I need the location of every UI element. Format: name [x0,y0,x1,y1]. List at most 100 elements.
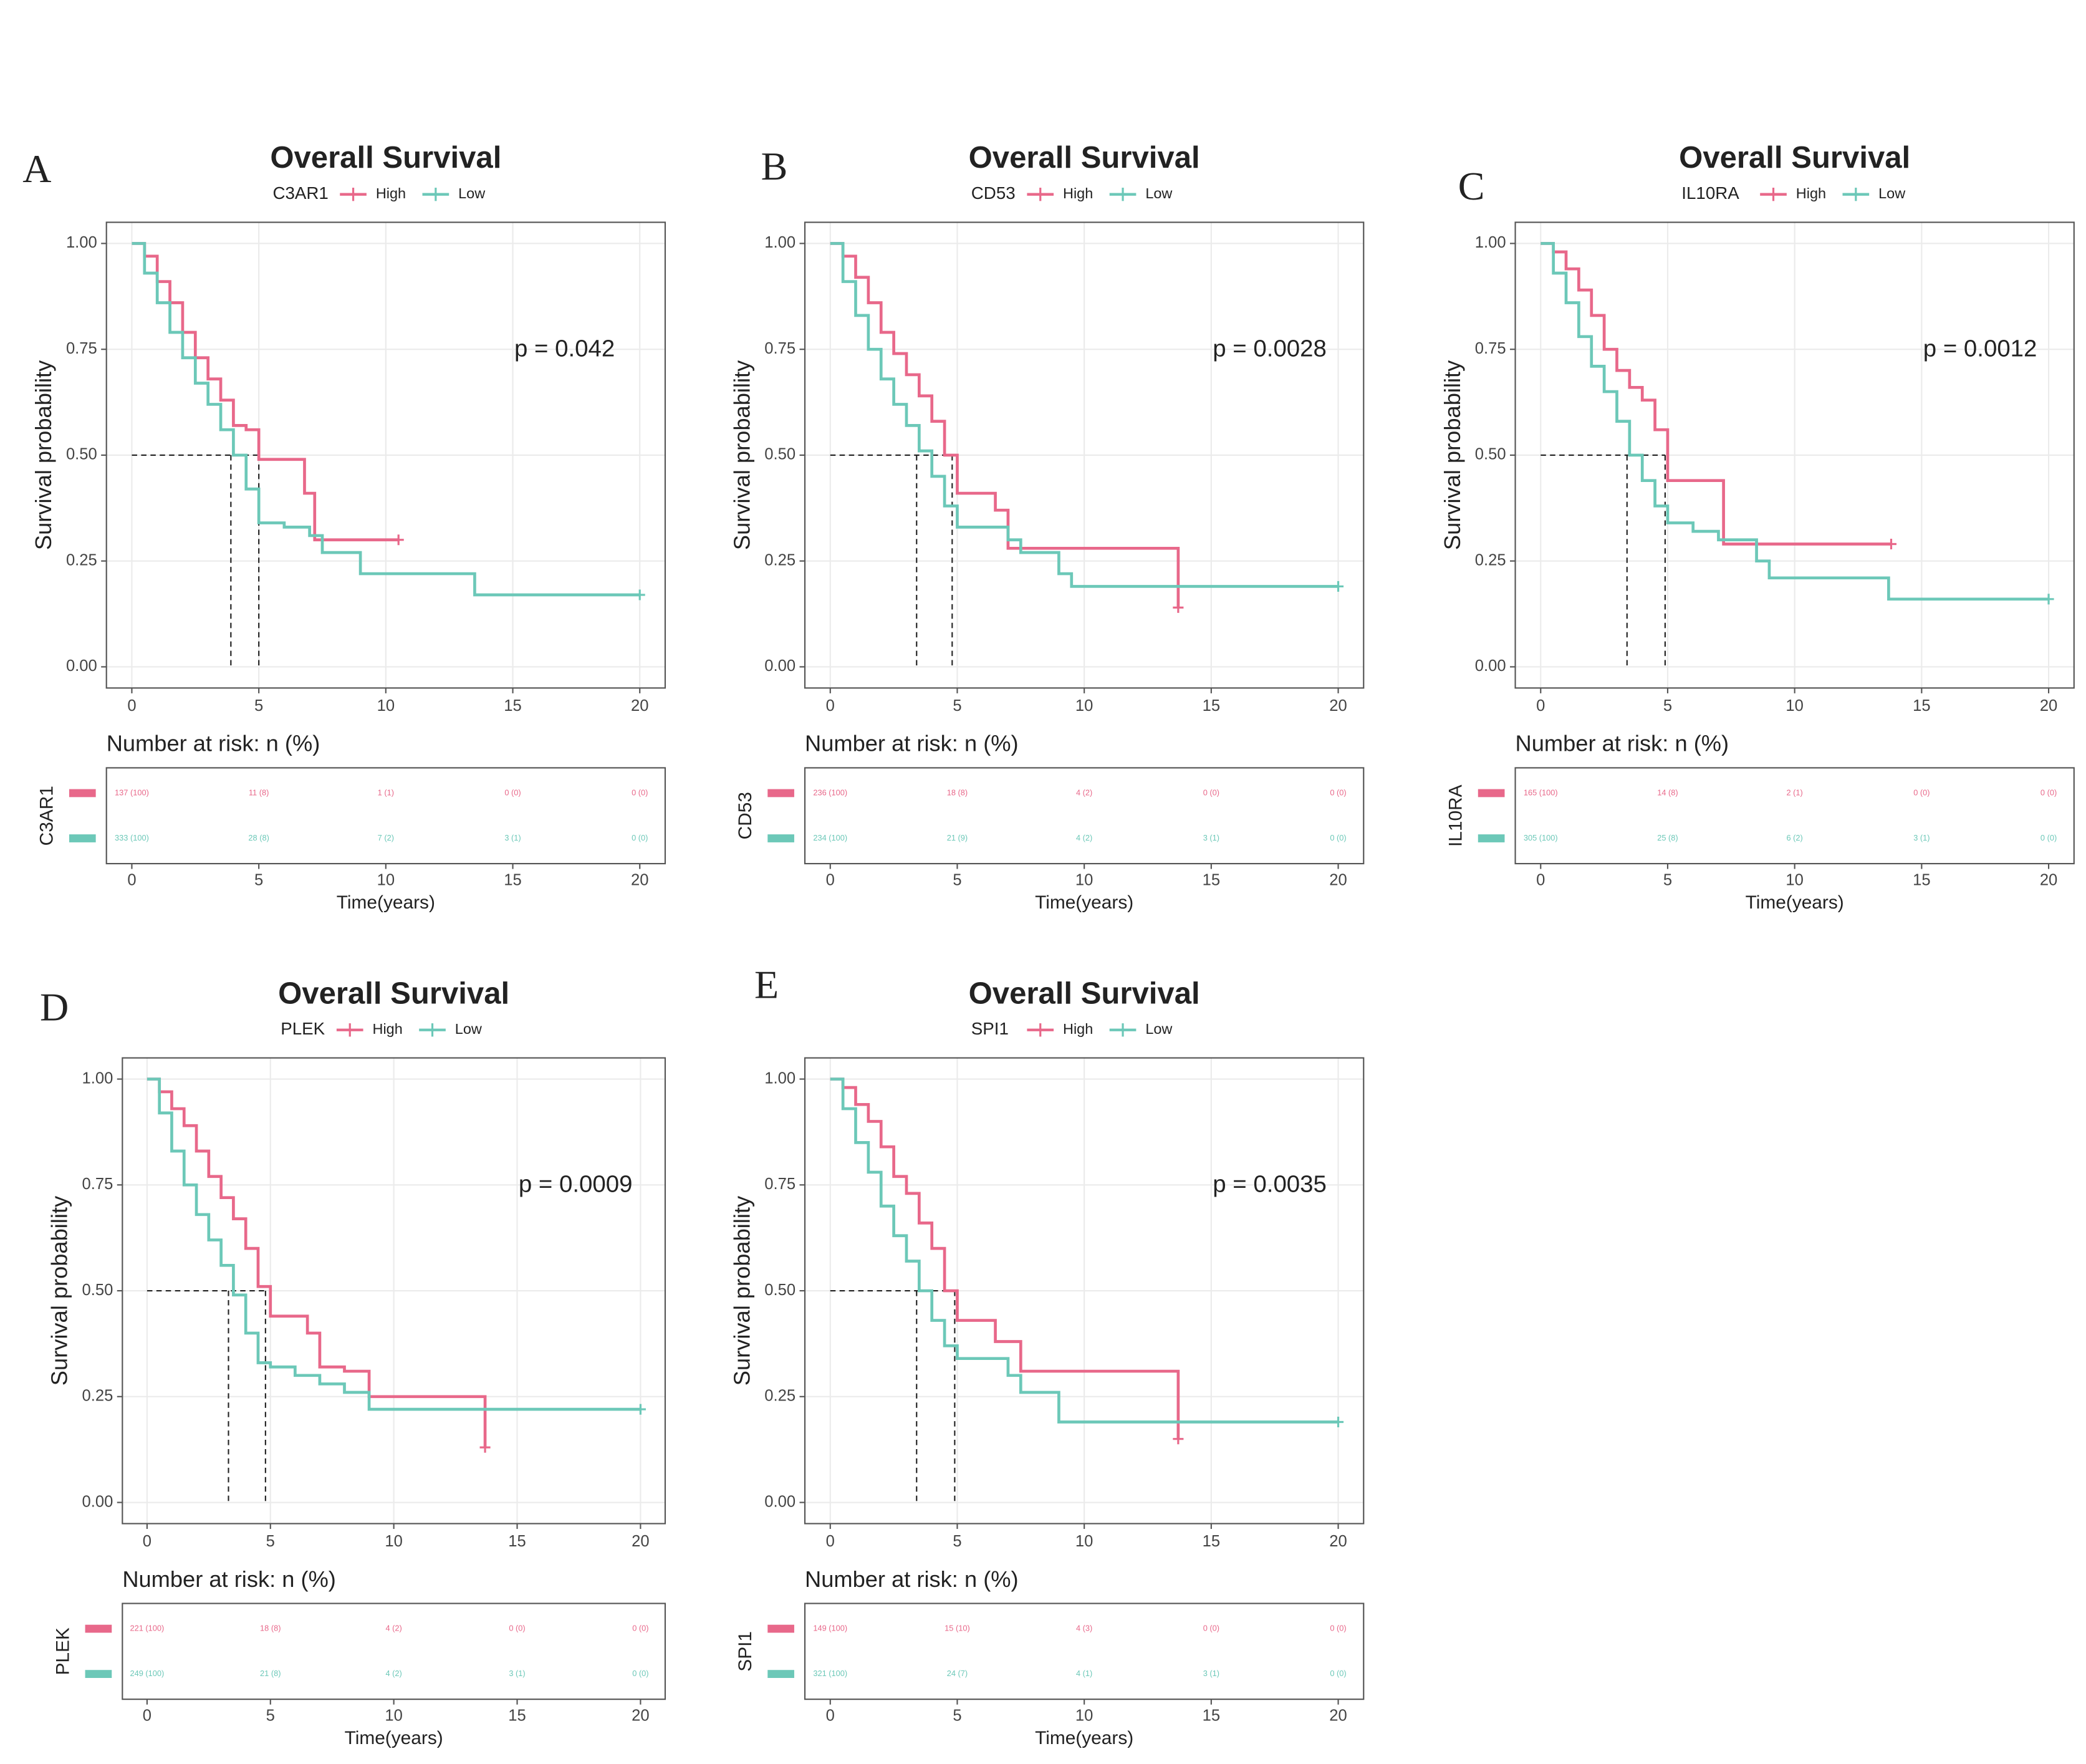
risk-cell: 0 (0) [632,1669,648,1678]
x-tick-label: 15 [1203,872,1220,889]
risk-table-frame [122,1603,666,1700]
risk-cell: 0 (0) [1913,788,1930,797]
survival-curve [830,242,1339,588]
panel-letter: D [40,985,69,1029]
x-tick-label: 20 [631,872,648,889]
legend-label: Low [455,1021,482,1037]
survival-curve [132,242,640,597]
censor-mark [1333,581,1344,592]
x-tick-label: 20 [1329,697,1347,715]
plot-frame [105,221,666,689]
y-tick-label: 1.00 [66,234,97,251]
risk-cell: 15 (10) [944,1623,970,1632]
x-tick-label: 10 [377,697,395,715]
survival-curve [132,242,399,542]
annotation: p = 0.0012 [1923,335,2037,362]
y-tick-label: 0.00 [764,1493,795,1510]
x-tick-label: 0 [1536,697,1545,715]
plot-frame [804,1057,1365,1525]
y-tick-label: 0.00 [82,1493,113,1510]
survival-curve [830,242,1180,608]
x-tick-label: 20 [632,1533,649,1550]
plot-frame [122,1057,666,1525]
risk-cell: 4 (2) [1076,788,1092,797]
panel: A Overall Survival C3AR1 High Low 0.00 0.25 0.5… [22,141,666,913]
risk-cell: 4 (1) [1076,1669,1092,1678]
x-tick-label: 0 [127,872,136,889]
y-axis-label: Survival probability [47,1195,72,1386]
y-tick-label: 0.75 [764,340,795,357]
risk-cell: 3 (1) [504,833,521,842]
annotation: p = 0.0035 [1213,1171,1327,1198]
annotation: p = 0.042 [514,335,615,362]
legend-title: SPI1 [971,1019,1009,1038]
y-tick-label: 0.00 [1475,657,1506,675]
legend-label: High [373,1021,403,1037]
x-tick-label: 10 [1786,697,1803,715]
x-tick-label: 0 [826,1707,835,1725]
risk-cell: 0 (0) [504,788,521,797]
risk-cell: 137 (100) [115,788,149,797]
risk-row-swatch [767,1624,794,1633]
y-tick-label: 0.75 [66,340,97,357]
y-tick-label: 0.50 [1475,446,1506,463]
risk-cell: 18 (8) [260,1623,281,1632]
censor-mark [2043,594,2054,605]
risk-row-swatch [69,834,96,842]
legend-label: Low [1878,185,1905,201]
x-tick-label: 5 [1663,697,1672,715]
x-tick-label: 0 [143,1707,151,1725]
risk-table-frame [1514,767,2075,865]
panel: D Overall Survival PLEK High Low 0.00 0.25 0.50… [40,976,666,1748]
risk-cell: 18 (8) [947,788,968,797]
survival-curve [1540,242,2049,601]
x-tick-label: 10 [1075,1707,1093,1725]
x-tick-label: 15 [504,872,521,889]
survival-curve [147,1077,641,1411]
x-tick-label: 5 [953,1707,961,1725]
risk-cell: 321 (100) [813,1669,847,1678]
x-tick-label: 15 [1913,872,1930,889]
chart-title: Overall Survival [278,976,509,1010]
legend-title: IL10RA [1681,183,1739,203]
risk-cell: 24 (7) [947,1669,968,1678]
x-tick-label: 15 [1203,697,1220,715]
x-tick-label: 5 [1663,872,1672,889]
risk-cell: 3 (1) [509,1669,525,1678]
risk-table-frame [804,767,1365,865]
risk-cell: 7 (2) [378,833,394,842]
y-tick-label: 0.50 [764,1281,795,1299]
risk-cell: 0 (0) [632,833,648,842]
panel: C Overall Survival IL10RA High Low 0.00 0.25 0.… [1440,141,2075,913]
x-tick-label: 10 [385,1533,402,1550]
risk-table-ylabel: IL10RA [1446,784,1466,847]
censor-mark [1173,602,1184,613]
y-tick-label: 0.50 [66,446,97,463]
risk-row-swatch [85,1624,112,1633]
x-tick-label: 5 [953,872,961,889]
legend-title: C3AR1 [272,183,328,203]
legend-title: PLEK [281,1019,325,1038]
panel-letter: B [761,144,788,188]
x-axis-label: Time(years) [345,1728,443,1748]
x-tick-label: 10 [1075,697,1093,715]
x-tick-label: 5 [254,697,263,715]
survival-curve [830,1077,1339,1424]
risk-table-ylabel: PLEK [52,1627,73,1675]
risk-cell: 3 (1) [1913,833,1930,842]
risk-cell: 0 (0) [2040,788,2057,797]
legend-label: Low [1145,185,1172,201]
risk-cell: 236 (100) [813,788,847,797]
risk-cell: 0 (0) [509,1623,525,1632]
risk-table-ylabel: C3AR1 [37,786,57,846]
plot-frame [1514,221,2075,689]
risk-table-frame [105,767,666,865]
x-tick-label: 0 [826,697,835,715]
annotation: p = 0.0009 [519,1171,633,1198]
risk-row-swatch [767,789,794,798]
x-tick-label: 5 [953,697,961,715]
x-tick-label: 15 [1913,697,1930,715]
x-tick-label: 15 [508,1533,526,1550]
censor-mark [479,1442,491,1453]
